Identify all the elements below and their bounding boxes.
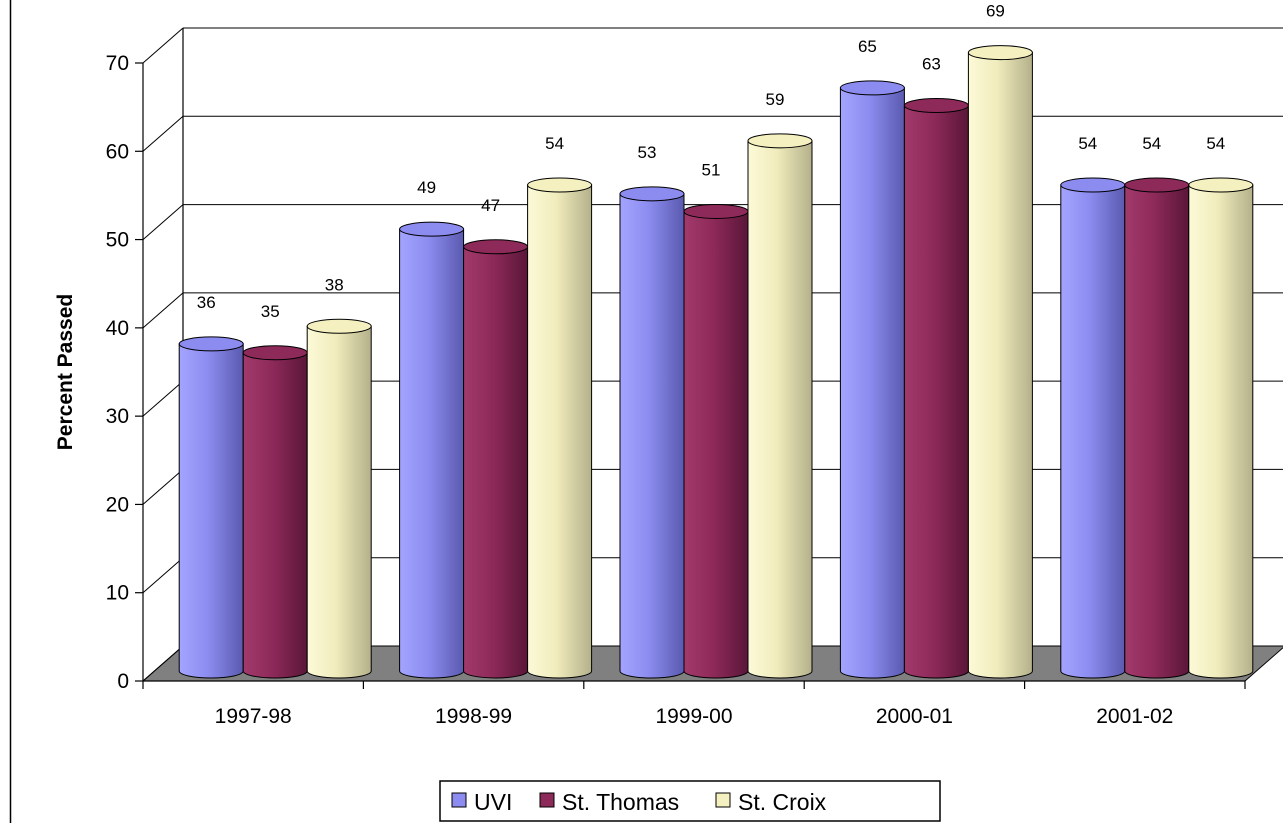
x-tick-label: 1997-98: [215, 705, 292, 728]
data-label: 54: [1206, 134, 1225, 153]
x-tick-label: 1999-00: [655, 705, 732, 728]
bar: [839, 80, 905, 679]
legend-swatch: [715, 792, 731, 808]
side-gridline: [142, 469, 184, 505]
y-tick-label: 50: [106, 229, 129, 252]
bar-top: [967, 45, 1033, 61]
y-tick-label: 20: [106, 493, 129, 516]
data-label: 59: [766, 90, 785, 109]
bar: [1188, 177, 1254, 679]
side-gridline: [142, 204, 184, 240]
bar: [178, 336, 244, 679]
labels: 36 35 38 49 47 54 53 51 59 65 63 69 54 54 54 0 10 20 30 40 5…: [54, 2, 1225, 728]
data-label: 35: [261, 302, 280, 321]
legend-swatch: [451, 792, 467, 808]
bar: [242, 345, 308, 679]
bar-top: [527, 177, 593, 193]
side-gridline: [142, 645, 184, 682]
bar: [683, 203, 749, 679]
legend-label: St. Croix: [738, 789, 827, 815]
bar-body: [1188, 184, 1254, 679]
bar-top: [306, 318, 372, 334]
bar: [747, 133, 813, 679]
bar: [967, 45, 1033, 679]
bar-body: [242, 352, 308, 679]
bar-body: [1060, 184, 1126, 679]
bar-body: [178, 343, 244, 679]
bar-top: [1188, 177, 1254, 193]
bar: [1124, 177, 1190, 679]
bar-body: [527, 184, 593, 679]
y-tick-label: 60: [106, 140, 129, 163]
bar-body: [747, 140, 813, 679]
bar-top: [242, 345, 308, 361]
bar-body: [1124, 184, 1190, 679]
data-label: 69: [986, 2, 1005, 21]
bar-body: [463, 246, 529, 679]
side-gridline: [142, 380, 184, 417]
bar-body: [306, 325, 372, 679]
bar-top: [683, 203, 749, 219]
bar-top: [178, 336, 244, 352]
bar-body: [619, 193, 685, 679]
bar: [619, 186, 685, 679]
x-tick-label: 2000-01: [876, 705, 953, 728]
bar-top: [747, 133, 813, 149]
y-tick-label: 70: [106, 52, 129, 75]
data-label: 54: [545, 134, 564, 153]
x-tick-label: 2001-02: [1096, 705, 1173, 728]
bars: [178, 45, 1254, 679]
bar-top: [1060, 177, 1126, 193]
data-label: 36: [197, 293, 216, 312]
y-axis-title: Percent Passed: [54, 294, 77, 450]
y-tick-label: 0: [117, 670, 129, 693]
x-tick-label: 1998-99: [435, 705, 512, 728]
data-label: 51: [702, 160, 721, 179]
legend-swatch: [539, 792, 555, 808]
side-gridline: [142, 27, 184, 64]
bar-body: [903, 105, 969, 679]
bar-top: [619, 186, 685, 202]
side-gridline: [142, 115, 184, 152]
legend: UVI St. Thomas St. Croix: [439, 780, 941, 822]
chart-frame: [9, 0, 12, 823]
data-label: 54: [1078, 134, 1097, 153]
bar: [399, 221, 465, 679]
bar-body: [683, 210, 749, 679]
data-label: 38: [325, 275, 344, 294]
bar: [463, 239, 529, 679]
y-tick-label: 10: [106, 582, 129, 605]
bar-top: [399, 221, 465, 237]
data-label: 47: [481, 196, 500, 215]
data-label: 63: [922, 55, 941, 74]
bar-body: [839, 87, 905, 679]
legend-label: UVI: [474, 789, 512, 815]
bar-top: [839, 80, 905, 96]
bar: [903, 98, 969, 679]
y-tick-label: 40: [106, 317, 129, 340]
bar-body: [399, 228, 465, 679]
bar: [1060, 177, 1126, 679]
bar-top: [903, 98, 969, 114]
bar-top: [1124, 177, 1190, 193]
side-gridline: [142, 292, 184, 329]
bar-body: [967, 52, 1033, 679]
data-label: 54: [1142, 134, 1161, 153]
bar: [527, 177, 593, 679]
data-label: 53: [638, 143, 657, 162]
legend-label: St. Thomas: [562, 789, 679, 815]
side-gridline: [142, 557, 184, 594]
bar-top: [463, 239, 529, 255]
y-tick-label: 30: [106, 405, 129, 428]
bar: [306, 318, 372, 679]
data-label: 49: [417, 178, 436, 197]
legend-box: [439, 780, 941, 822]
data-label: 65: [858, 37, 877, 56]
axes: [135, 62, 1246, 689]
